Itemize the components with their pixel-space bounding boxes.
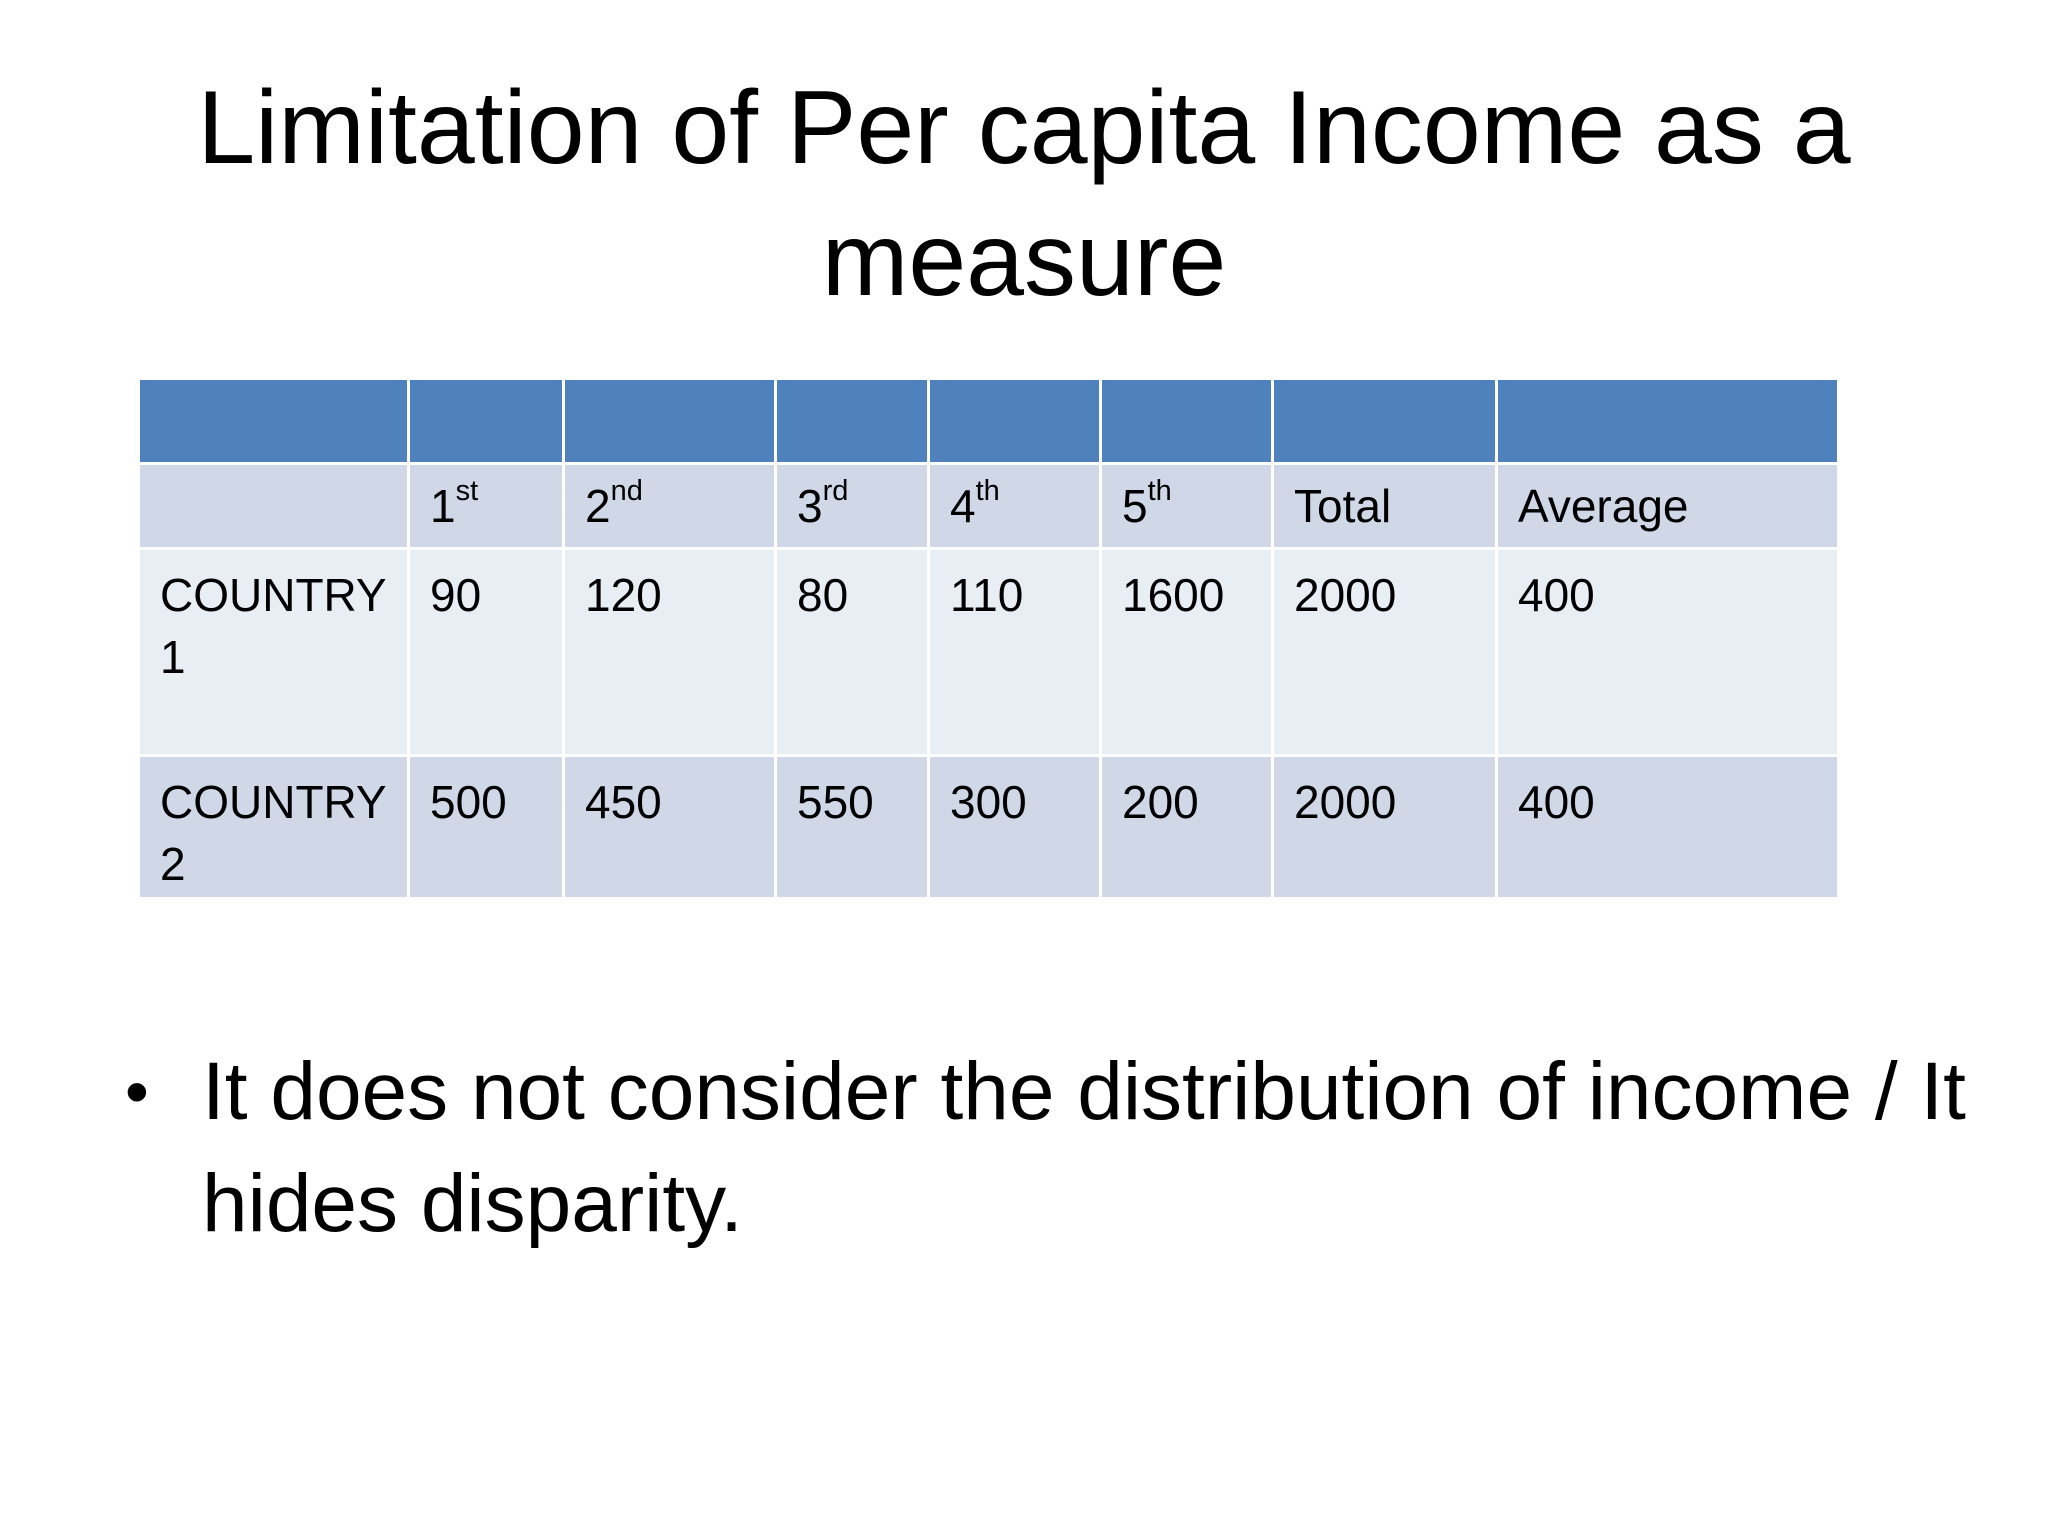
header-cell (562, 377, 777, 465)
table-header-band (137, 377, 1840, 465)
table-cell: 110 (927, 547, 1102, 757)
table-cell: 300 (927, 754, 1102, 900)
column-label: 2nd (562, 462, 777, 550)
header-cell (1099, 377, 1274, 465)
column-label: 3rd (774, 462, 930, 550)
column-label: 4th (927, 462, 1102, 550)
table-cell: 90 (407, 547, 565, 757)
table-cell: 500 (407, 754, 565, 900)
table-cell: 400 (1495, 754, 1840, 900)
row-label: COUNTRY 1 (137, 547, 410, 757)
table-cell: 120 (562, 547, 777, 757)
table-cell: 200 (1099, 754, 1274, 900)
table-cell: 80 (774, 547, 930, 757)
column-label: Average (1495, 462, 1840, 550)
bullet-icon: • (125, 1054, 149, 1130)
header-cell (774, 377, 930, 465)
row-label: COUNTRY 2 (137, 754, 410, 900)
table-cell: 450 (562, 754, 777, 900)
table-cell: 1600 (1099, 547, 1274, 757)
table-cell: 550 (774, 754, 930, 900)
income-comparison-table: 1st 2nd 3rd 4th 5th Total Average COUNTR… (137, 377, 1840, 900)
column-label-row: 1st 2nd 3rd 4th 5th Total Average (137, 462, 1840, 550)
header-cell (137, 377, 410, 465)
table-cell: 400 (1495, 547, 1840, 757)
table-cell: 2000 (1271, 547, 1498, 757)
header-cell (407, 377, 565, 465)
table-cell: 2000 (1271, 754, 1498, 900)
column-label: Total (1271, 462, 1498, 550)
bullet-text: It does not consider the distribution of… (202, 1046, 1966, 1249)
table-row-country-1: COUNTRY 1 90 120 80 110 1600 2000 400 (137, 547, 1840, 757)
column-label: 1st (407, 462, 565, 550)
bullet-list: • It does not consider the distribution … (125, 1036, 2005, 1260)
header-cell (1495, 377, 1840, 465)
table-row-country-2: COUNTRY 2 500 450 550 300 200 2000 400 (137, 754, 1840, 900)
column-label: 5th (1099, 462, 1274, 550)
header-cell (927, 377, 1102, 465)
column-label (137, 462, 410, 550)
slide-title: Limitation of Per capita Income as a mea… (197, 70, 1851, 318)
bullet-item: • It does not consider the distribution … (125, 1036, 2005, 1260)
header-cell (1271, 377, 1498, 465)
